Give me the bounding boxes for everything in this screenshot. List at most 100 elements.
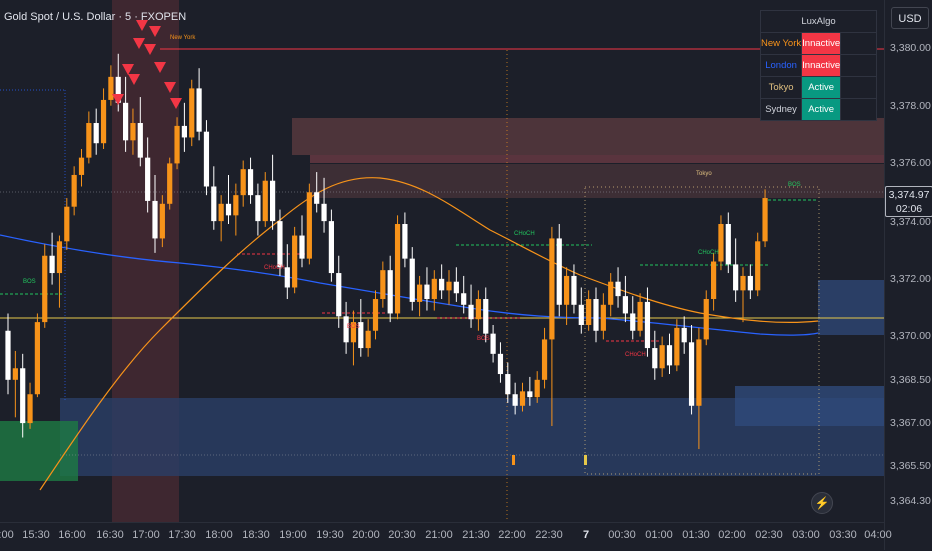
time-tick: 18:30 bbox=[242, 529, 270, 541]
new-york-session-label: New York bbox=[170, 35, 196, 41]
candle-body bbox=[468, 304, 474, 320]
demand-zone-small bbox=[818, 280, 884, 335]
session-status-london: Innactive bbox=[801, 54, 842, 77]
supply-zone bbox=[310, 164, 884, 198]
candle-body bbox=[218, 203, 224, 222]
time-tick: 03:30 bbox=[829, 529, 857, 541]
candle-body bbox=[372, 299, 379, 331]
choch-label: CHoCH bbox=[625, 352, 646, 358]
candle-body bbox=[659, 345, 665, 369]
candle-body bbox=[644, 301, 651, 349]
volume-marker bbox=[512, 455, 515, 465]
candle-body bbox=[93, 123, 99, 144]
candle-body bbox=[277, 221, 283, 268]
candle-body bbox=[637, 301, 643, 331]
volume-marker bbox=[584, 455, 587, 465]
choch-label: CHoCH bbox=[264, 265, 285, 271]
price-chart[interactable] bbox=[0, 0, 884, 522]
chart-area[interactable]: Gold Spot / U.S. Dollar · 5 · FXOPEN New… bbox=[0, 0, 884, 522]
candle-body bbox=[137, 123, 143, 158]
time-tick-day: 7 bbox=[582, 529, 590, 541]
candle-body bbox=[343, 316, 349, 343]
ma-orange-line bbox=[39, 177, 819, 491]
sessions-table: LuxAlgo New York Innactive London Innact… bbox=[759, 10, 877, 121]
time-tick: 04:00 bbox=[864, 529, 892, 541]
candle-body bbox=[519, 391, 526, 406]
candle-body bbox=[358, 322, 364, 349]
candle-body bbox=[564, 275, 570, 305]
symbol-title: Gold Spot / U.S. Dollar · 5 · FXOPEN bbox=[4, 11, 187, 23]
swing-high-marker bbox=[154, 62, 166, 73]
price-tick: 3,380.00 bbox=[890, 42, 931, 54]
candle-body bbox=[681, 327, 687, 343]
candle-body bbox=[12, 368, 18, 380]
time-tick: 01:30 bbox=[682, 529, 710, 541]
candle-body bbox=[527, 391, 533, 398]
candle-body bbox=[380, 270, 386, 300]
candle-body bbox=[439, 278, 445, 291]
supply-zone bbox=[292, 118, 884, 155]
session-spacer bbox=[840, 76, 877, 99]
candle-body bbox=[762, 198, 768, 242]
candle-body bbox=[711, 261, 717, 300]
price-tick: 3,374.00 bbox=[890, 216, 931, 228]
candle-body bbox=[42, 255, 48, 323]
candle-body bbox=[174, 125, 180, 164]
candle-body bbox=[475, 299, 481, 320]
time-tick: 22:30 bbox=[535, 529, 563, 541]
time-tick: 17:30 bbox=[168, 529, 196, 541]
time-tick: 5:00 bbox=[0, 529, 14, 541]
candle-body bbox=[233, 195, 239, 216]
price-tick: 3,364.30 bbox=[890, 495, 931, 507]
candle-body bbox=[446, 281, 452, 291]
time-tick: 01:00 bbox=[645, 529, 673, 541]
candle-body bbox=[622, 296, 628, 314]
time-tick: 21:00 bbox=[425, 529, 453, 541]
time-tick: 21:30 bbox=[462, 529, 490, 541]
swing-high-marker bbox=[133, 38, 145, 49]
candle-body bbox=[292, 235, 298, 288]
candle-body bbox=[203, 131, 210, 187]
sessions-table-title: LuxAlgo bbox=[760, 10, 877, 33]
price-tick: 3,367.00 bbox=[890, 417, 931, 429]
candle-body bbox=[49, 255, 55, 274]
candle-body bbox=[747, 275, 753, 291]
time-axis[interactable]: 5:00 15:30 16:00 16:30 17:00 17:30 18:00… bbox=[0, 522, 892, 551]
time-tick: 03:00 bbox=[792, 529, 820, 541]
lightning-icon[interactable]: ⚡ bbox=[811, 492, 833, 514]
candle-body bbox=[123, 102, 129, 141]
candle-body bbox=[733, 264, 739, 291]
candle-body bbox=[262, 180, 268, 222]
price-axis[interactable]: USD 3,380.00 3,378.00 3,376.00 3,374.00 … bbox=[884, 0, 932, 550]
candle-body bbox=[593, 299, 599, 331]
candle-body bbox=[20, 368, 26, 424]
candle-body bbox=[145, 157, 151, 201]
candle-body bbox=[652, 348, 658, 369]
candle-body bbox=[417, 284, 423, 302]
candle-body bbox=[453, 281, 459, 294]
time-tick: 19:00 bbox=[279, 529, 307, 541]
price-tick: 3,376.00 bbox=[890, 157, 931, 169]
candle-body bbox=[571, 275, 577, 305]
swing-high-marker bbox=[112, 94, 124, 105]
swing-high-marker bbox=[128, 74, 140, 85]
tokyo-session-box bbox=[584, 186, 820, 475]
currency-button[interactable]: USD bbox=[891, 7, 929, 29]
candle-body bbox=[497, 353, 504, 375]
swing-high-marker bbox=[144, 44, 156, 55]
candle-body bbox=[387, 270, 393, 314]
candle-body bbox=[409, 258, 415, 302]
candle-body bbox=[240, 169, 246, 196]
candle-body bbox=[314, 192, 320, 204]
time-tick: 17:00 bbox=[132, 529, 160, 541]
candle-body bbox=[718, 224, 724, 262]
session-name-new-york: New York bbox=[759, 32, 803, 55]
candle-body bbox=[402, 224, 408, 259]
session-status-sydney: Active bbox=[801, 98, 842, 121]
time-tick: 20:30 bbox=[388, 529, 416, 541]
supply-zone-upper bbox=[310, 155, 884, 163]
candle-body bbox=[5, 330, 11, 380]
candle-body bbox=[181, 125, 187, 138]
candle-body bbox=[71, 174, 77, 207]
candle-body bbox=[225, 203, 232, 216]
